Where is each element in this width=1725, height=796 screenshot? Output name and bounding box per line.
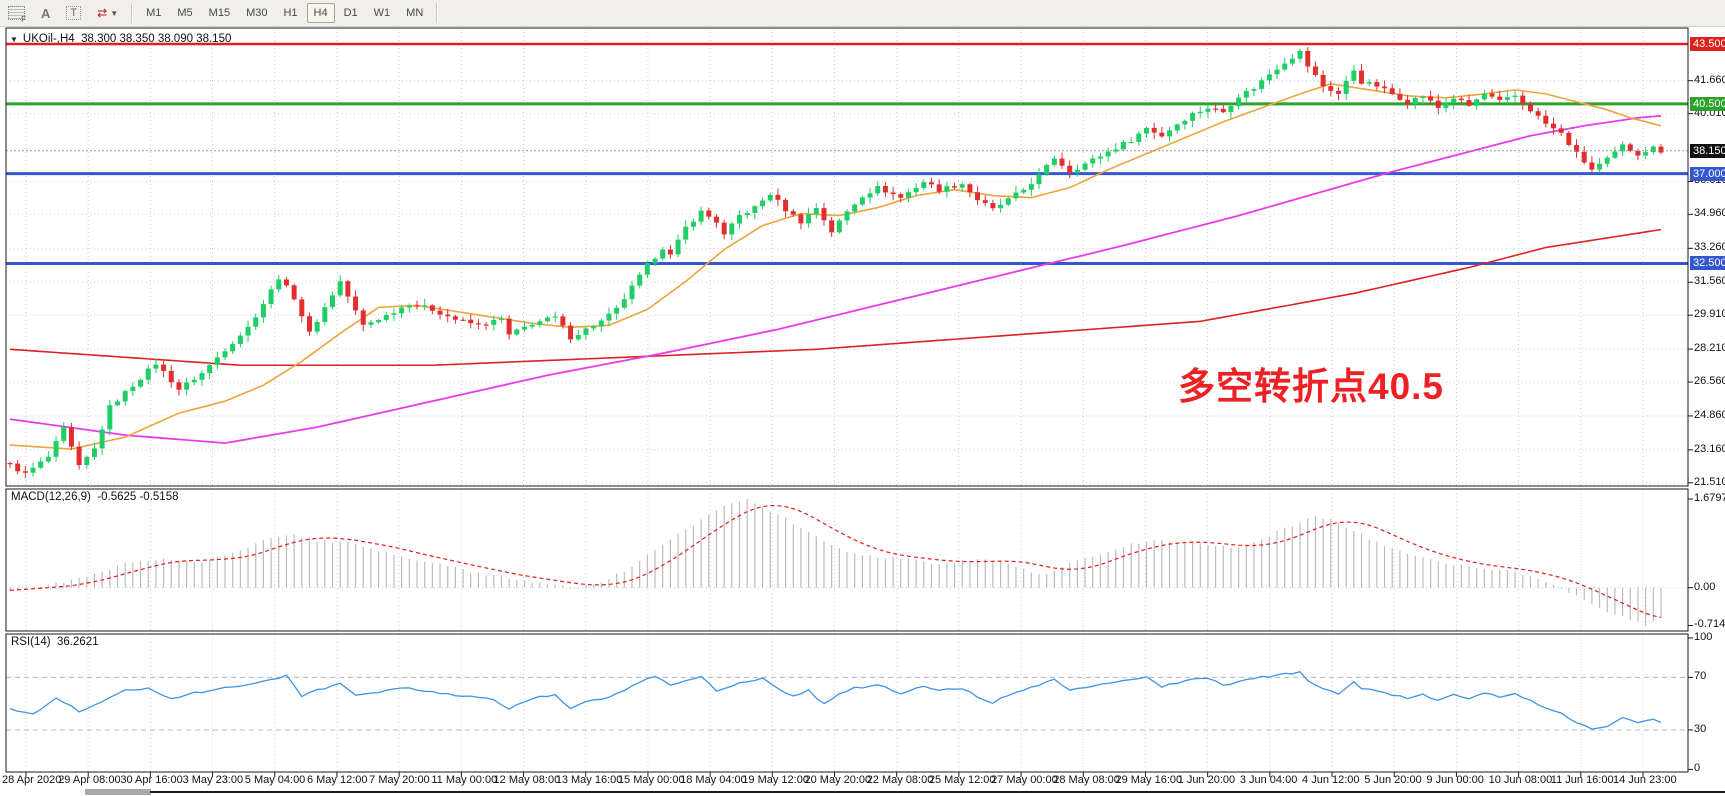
macd-histogram [9,499,1662,627]
timeframe-button-M1[interactable]: M1 [146,7,162,19]
rsi-tick-label: 0 [1694,762,1701,775]
ma-slow-line [9,228,1662,367]
price-badge: 43.500 [1690,36,1725,51]
macd-tick-label: -0.7149 [1694,618,1725,631]
rsi-label: RSI(14) [11,636,51,648]
symbol-quotes: 38.300 38.350 38.090 38.150 [81,33,232,45]
date-label: 22 May 08:00 [866,774,934,786]
symbol-title: UKOil-,H4 [22,33,75,45]
price-tick-label: 41.660 [1694,73,1725,86]
date-label: 10 Jun 08:00 [1488,774,1553,786]
date-label: 30 Apr 16:00 [120,774,183,786]
hscrollbar-track [150,791,1725,793]
chart-area[interactable]: ▼ UKOil-,H4 38.300 38.350 38.090 38.150 M… [0,27,1725,796]
date-label: 9 Jun 00:00 [1426,774,1484,786]
macd-tick-label: 1.6797 [1694,492,1725,505]
price-badge: 38.150 [1690,143,1725,158]
annotation-text[interactable]: 多空转折点40.5 [1178,366,1445,407]
timeframe-button-M5[interactable]: M5 [177,7,193,19]
rsi-value: 36.2621 [57,636,99,648]
macd-label: MACD(12,26,9) [11,491,91,503]
price-tick-label: 26.560 [1694,375,1725,388]
price-tick-label: 21.510 [1694,475,1725,488]
candlesticks[interactable] [7,47,1664,478]
price-tick-label: 33.260 [1694,241,1725,254]
arrow-tool-button[interactable]: ⇄ ▼ [90,3,125,23]
date-label: 14 Jun 23:00 [1613,774,1677,786]
rsi-tick-label: 30 [1694,722,1707,735]
date-label: 13 May 16:00 [555,774,623,786]
text-tool-button[interactable]: T [59,3,88,23]
panel-border [5,488,1689,632]
date-label: 3 May 23:00 [182,774,244,786]
date-label: 4 Jun 12:00 [1302,774,1360,786]
toolbar-separator [131,3,134,23]
label-tool-button[interactable]: A [34,3,57,23]
arrow-tool-icon: ⇄ [97,6,108,20]
date-label: 11 May 00:00 [431,774,498,786]
price-tick-label: 23.160 [1694,442,1725,455]
panel-border [5,27,1689,487]
date-label: 19 May 12:00 [742,774,809,786]
date-label: 28 May 08:00 [1053,774,1120,786]
label-tool-icon: A [41,5,51,21]
timeframe-button-M30[interactable]: M30 [246,7,268,19]
symbol-header[interactable]: ▼ UKOil-,H4 38.300 38.350 38.090 38.150 [10,33,231,45]
timeframe-button-M15[interactable]: M15 [208,7,231,19]
date-label: 3 Jun 04:00 [1239,774,1298,786]
timeframe-group: M1 M5 M15 M30 H1 H4 D1 W1 MN [138,3,431,23]
macd-header: MACD(12,26,9) -0.5625 -0.5158 [11,491,178,503]
date-label: 5 Jun 20:00 [1364,774,1422,786]
rsi-tick-label: 100 [1694,630,1713,643]
timeframe-button-MN[interactable]: MN [406,7,424,19]
date-label: 7 May 20:00 [369,774,430,786]
rsi-tick-label: 70 [1694,670,1707,683]
price-badge: 40.500 [1690,96,1725,111]
date-label: 6 May 12:00 [306,774,368,786]
timeframe-button-H4[interactable]: H4 [306,3,335,23]
price-tick-label: 31.560 [1694,275,1725,288]
price-tick-label: 29.910 [1694,308,1725,321]
panel-border [5,633,1689,773]
date-label: 29 Apr 08:00 [58,774,121,786]
price-badge: 32.500 [1690,256,1725,271]
rsi-header: RSI(14) 36.2621 [11,636,99,648]
price-tick-label: 34.960 [1694,207,1725,220]
macd-signal-line [9,504,1662,618]
date-label: 18 May 04:00 [680,774,747,786]
toolbar-separator [436,3,439,23]
price-tick-label: 24.860 [1694,408,1725,421]
toolbar: F A T ⇄ ▼ M1 M5 M15 M30 H1 H4 D1 W1 MN [0,0,1725,27]
rsi-line [9,671,1662,730]
timeframe-button-W1[interactable]: W1 [373,7,391,19]
date-label: 28 Apr 2020 [2,774,62,786]
date-label: 1 Jun 20:00 [1177,774,1236,786]
timeframe-button-D1[interactable]: D1 [343,7,358,19]
date-label: 12 May 08:00 [493,774,561,786]
ma-mid-line [9,114,1662,444]
template-grid-button[interactable]: F [1,3,32,24]
price-badge: 37.000 [1690,166,1725,181]
date-label: 15 May 00:00 [617,774,685,786]
date-label: 27 May 00:00 [991,774,1058,786]
macd-values: -0.5625 -0.5158 [97,491,179,503]
collapse-triangle-icon[interactable]: ▼ [10,35,18,44]
macd-tick-label: 0.00 [1694,580,1716,593]
date-label: 25 May 12:00 [928,774,996,786]
price-tick-label: 28.210 [1694,342,1725,355]
hscrollbar-thumb[interactable] [85,789,151,795]
chevron-down-icon[interactable]: ▼ [110,8,119,18]
date-label: 20 May 20:00 [804,774,872,786]
timeframe-button-H1[interactable]: H1 [283,7,298,19]
template-grid-icon: F [8,6,26,24]
date-label: 5 May 04:00 [244,774,306,786]
text-tool-icon: T [66,6,82,20]
date-label: 11 Jun 16:00 [1550,774,1614,786]
ma-fast-line [9,83,1662,450]
date-label: 29 May 16:00 [1115,774,1183,786]
